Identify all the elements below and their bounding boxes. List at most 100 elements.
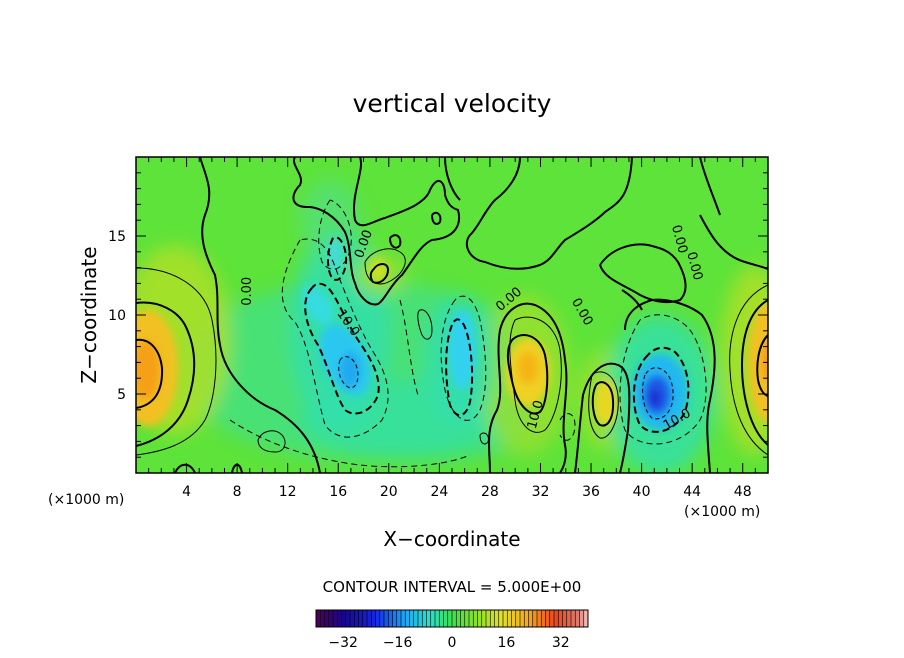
x-tick-label: 24 <box>430 484 448 500</box>
colorbar-swatch <box>473 610 478 627</box>
contour-label: 10.0 <box>525 399 547 431</box>
colorbar-swatch <box>490 610 495 627</box>
colorbar-swatch <box>541 610 546 627</box>
colorbar-swatch <box>566 610 572 627</box>
colorbar-swatch <box>583 610 589 627</box>
colorbar-swatch <box>345 610 351 627</box>
contour-label: 0.00 <box>668 223 690 255</box>
y-tick-label: 15 <box>108 229 126 245</box>
colorbar-swatch <box>384 610 389 627</box>
colorbar-swatch <box>486 610 491 627</box>
contour-line <box>292 157 460 306</box>
colorbar-swatch <box>409 610 415 627</box>
colorbar-swatch <box>367 610 372 627</box>
colorbar-swatch <box>571 610 576 627</box>
contour-label: 0.00 <box>683 250 705 282</box>
contour-line <box>642 367 674 420</box>
contour-line <box>621 289 643 311</box>
colorbar-tick-label: 0 <box>448 635 457 651</box>
contour-line <box>199 157 321 473</box>
x-tick-label: 36 <box>582 484 600 500</box>
contour-line <box>389 234 402 249</box>
colorbar-tick-label: 16 <box>497 635 515 651</box>
contour-line <box>136 267 217 456</box>
colorbar-swatch <box>418 610 423 627</box>
colorbar-frame <box>315 609 589 628</box>
y-tick-label: 5 <box>117 387 126 403</box>
contour-line <box>574 362 631 473</box>
contour-line <box>136 338 164 409</box>
colorbar-swatch <box>371 610 376 627</box>
updraft-core <box>518 352 538 384</box>
colorbar-swatch <box>528 610 534 627</box>
downdraft-core <box>340 352 360 388</box>
colorbar-swatch <box>524 610 529 627</box>
contour-line <box>136 301 196 447</box>
colorbar-tick-label: −16 <box>383 635 413 651</box>
x-tick-label: 28 <box>481 484 499 500</box>
contour-line <box>624 298 716 473</box>
x-unit-right: (×1000 m) <box>684 504 760 520</box>
contour-line <box>318 199 352 270</box>
contour-line <box>479 432 489 445</box>
colorbar-swatch <box>545 610 551 627</box>
contour-line <box>599 243 687 304</box>
colorbar-swatch <box>456 610 461 627</box>
updraft-core <box>762 338 768 382</box>
colorbar-swatch <box>413 610 419 627</box>
contour-line <box>699 157 721 216</box>
colorbar-swatch <box>388 610 393 627</box>
colorbar-swatch <box>392 610 398 627</box>
contour-line <box>619 314 707 445</box>
contour-lines <box>136 157 768 473</box>
zero-contours <box>136 157 768 473</box>
contour-line <box>729 284 768 456</box>
contour-line <box>369 263 390 284</box>
colorbar-swatch <box>430 610 436 627</box>
colorbar-swatch <box>503 610 508 627</box>
contour-line <box>417 309 433 340</box>
contour-line <box>740 299 768 446</box>
downdraft-core <box>649 389 661 407</box>
contour-line <box>487 302 568 473</box>
contour-line <box>281 238 389 438</box>
contour-line <box>632 346 690 433</box>
contour-line <box>465 157 633 270</box>
contour-line <box>506 334 549 415</box>
colorbar-swatch <box>498 610 504 627</box>
colorbar-swatch <box>333 610 338 627</box>
colorbar-swatch <box>507 610 512 627</box>
x-axis: 4 8 12 16 20 24 28 32 36 40 44 48 <box>148 157 756 500</box>
colorbar-swatch <box>324 610 330 627</box>
contour-line <box>591 381 615 427</box>
colorbar-swatch <box>396 610 402 627</box>
colorbar-swatch <box>549 610 555 627</box>
colorbar-swatch <box>460 610 466 627</box>
contour-line <box>559 413 576 441</box>
colorbar-swatch <box>401 610 406 627</box>
colorbar-swatch <box>375 610 381 627</box>
x-tick-label: 16 <box>329 484 347 500</box>
colorbar-swatch <box>316 610 321 627</box>
contour-line <box>304 282 380 415</box>
contour-line <box>431 211 442 225</box>
colorbar-swatch <box>477 610 483 627</box>
colorbar-swatch <box>379 610 385 627</box>
chart-title: vertical velocity <box>353 89 552 118</box>
negative-10-contours <box>304 236 690 433</box>
contour-line <box>444 157 461 201</box>
x-tick-label: 44 <box>683 484 701 500</box>
downdraft-core <box>302 285 334 325</box>
colorbar-swatch <box>515 610 521 627</box>
x-unit-left: (×1000 m) <box>48 492 124 508</box>
contour-line <box>257 430 286 453</box>
x-tick-label: 12 <box>279 484 297 500</box>
colorbar-swatch <box>337 610 342 627</box>
colorbar-swatch <box>341 610 347 627</box>
colorbar-swatch <box>452 610 457 627</box>
colorbar-ticks: −32 −16 0 16 32 <box>328 635 569 651</box>
contour-line <box>445 318 474 417</box>
colorbar-swatch <box>350 610 355 627</box>
